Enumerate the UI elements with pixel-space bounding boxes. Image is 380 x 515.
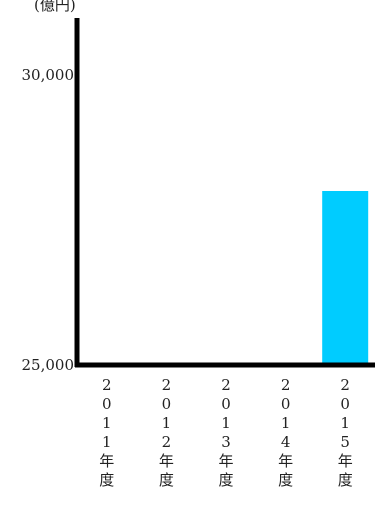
bars-group	[322, 191, 369, 365]
y-ticks-group: 25,000 30,000	[22, 66, 75, 374]
x-tick-label-3: 2 0 1 4 年度	[278, 376, 293, 489]
x-tick-label-1: 2 0 1 2 年度	[159, 376, 174, 489]
x-ticks-group: 2 0 1 1 年度 2 0 1 2 年度 2 0 1 3 年度 2 0 1 4 年度 2 0 1 5 年度	[99, 376, 352, 489]
y-tick-label-1: 30,000	[22, 66, 75, 84]
x-tick-label-2: 2 0 1 3 年度	[218, 376, 233, 489]
x-tick-label-0: 2 0 1 1 年度	[99, 376, 114, 489]
axes-group	[74, 18, 375, 368]
y-tick-label-0: 25,000	[22, 356, 75, 374]
unit-label: (億円)	[34, 0, 76, 14]
bar-4	[322, 191, 369, 365]
x-tick-label-4: 2 0 1 5 年度	[338, 376, 353, 489]
